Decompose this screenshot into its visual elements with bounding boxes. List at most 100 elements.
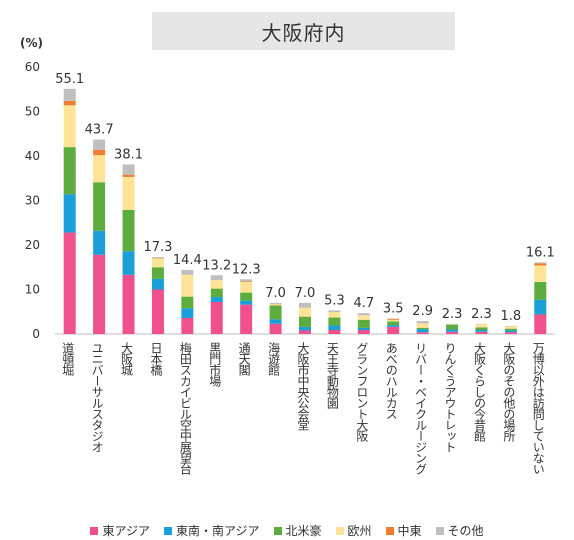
y-tick-label: 10 (25, 283, 40, 297)
category-label: 大阪市中央公会堂 (296, 342, 310, 431)
legend-item: 北米豪 (273, 522, 322, 539)
bar-segment (475, 327, 488, 330)
y-tick-label: 30 (25, 194, 40, 208)
bar-segment (63, 147, 76, 195)
bar-segment (210, 297, 223, 302)
bar-segment (475, 331, 488, 334)
y-tick-label: 20 (25, 238, 40, 252)
bar-segment (357, 329, 370, 334)
bar-segment (269, 319, 282, 324)
legend-label: 東南・南アジア (175, 524, 260, 538)
bar-segment (416, 323, 429, 328)
category-label: 黒門市場 (208, 342, 222, 388)
total-label: 3.5 (383, 301, 404, 316)
bar-segment (534, 262, 547, 264)
y-axis-unit: (%) (20, 36, 43, 50)
legend-label: 欧州 (347, 524, 372, 538)
bar-segment (328, 329, 341, 334)
legend-swatch (90, 526, 99, 535)
bar-segment (299, 330, 311, 334)
bar-segment (93, 149, 106, 156)
category-label: 大阪くらしの今昔館 (472, 342, 486, 442)
bar-segment (122, 174, 135, 177)
category-label: 天王寺動物園 (325, 342, 339, 409)
legend-swatch (273, 526, 282, 535)
category-label: 道頓堀 (61, 342, 75, 377)
bar-segment (269, 323, 282, 334)
bar-segment (357, 327, 370, 330)
bar-segment (534, 314, 547, 334)
category-label: あべのハルカス (384, 342, 398, 420)
bar-segment (93, 155, 106, 183)
chart-title: 大阪府内 (261, 20, 346, 45)
category-label: グランフロント大阪 (355, 342, 369, 443)
bar-segment (63, 105, 76, 148)
bar-segment (475, 329, 488, 332)
bar-segment (504, 330, 517, 333)
bar-segment (328, 312, 341, 318)
bar-segment (122, 209, 135, 252)
category-label: 大阪城 (120, 342, 134, 377)
category-label: 梅田スカイビル空中展望台 (178, 341, 192, 475)
bar-segment (299, 302, 311, 308)
y-tick-label: 50 (25, 105, 40, 119)
bar-segment (328, 325, 341, 330)
bar-segment (181, 274, 194, 297)
bar-segment (210, 280, 223, 289)
legend-item: 東南・南アジア (163, 522, 260, 539)
legend-item: 中東 (385, 522, 422, 539)
bar-segment (181, 308, 194, 318)
bar-segment (504, 328, 517, 331)
bar-segment (269, 302, 282, 304)
legend-swatch (163, 526, 172, 535)
legend-swatch (335, 526, 344, 535)
bar-segment (122, 251, 135, 275)
category-label: 万博以外は訪問していない (531, 342, 545, 474)
total-label: 2.9 (412, 304, 433, 319)
legend: 東アジア 東南・南アジア 北米豪 欧州 中東 その他 (0, 522, 574, 539)
bar-segment (122, 176, 135, 210)
bar-segment (151, 258, 164, 268)
bar-segment (210, 301, 223, 334)
chart-title-box: 大阪府内 (152, 12, 455, 50)
bar-segment (357, 319, 370, 328)
total-label: 2.3 (471, 307, 492, 322)
bar-segment (63, 100, 76, 106)
category-label: 通天閣 (237, 342, 251, 376)
category-label: 海遊館 (267, 341, 281, 376)
bar-segment (93, 139, 106, 150)
bar-segment (151, 289, 164, 334)
bar-segment (387, 318, 400, 320)
bar-segment (63, 88, 76, 101)
bar-segment (387, 325, 400, 327)
bar-segment (416, 327, 429, 330)
bar-segment (181, 317, 194, 334)
total-label: 38.1 (114, 147, 143, 162)
bar-segment (93, 254, 106, 334)
total-label: 55.1 (55, 72, 84, 87)
bar-segment (269, 304, 282, 306)
legend-label: 東アジア (102, 524, 150, 538)
legend-swatch (385, 526, 394, 535)
bar-segment (446, 331, 459, 334)
legend-item: その他 (435, 522, 484, 539)
bar-segment (504, 332, 517, 334)
legend-swatch (435, 526, 444, 535)
bar-segment (151, 257, 164, 258)
total-label: 4.7 (353, 296, 374, 311)
bar-segment (93, 182, 106, 231)
bar-segment (534, 263, 547, 266)
total-label: 7.0 (265, 286, 286, 301)
bar-segment (240, 281, 253, 293)
legend-item: 東アジア (90, 522, 150, 539)
bar-segment (387, 326, 400, 334)
bar-segment (151, 267, 164, 279)
bar-segment (357, 315, 370, 320)
category-label: 日本橋 (149, 342, 163, 377)
bar-segment (534, 299, 547, 315)
total-label: 16.1 (526, 245, 555, 260)
y-tick-label: 0 (32, 327, 40, 341)
bar-segment (181, 269, 194, 275)
bar-segment (122, 164, 135, 175)
